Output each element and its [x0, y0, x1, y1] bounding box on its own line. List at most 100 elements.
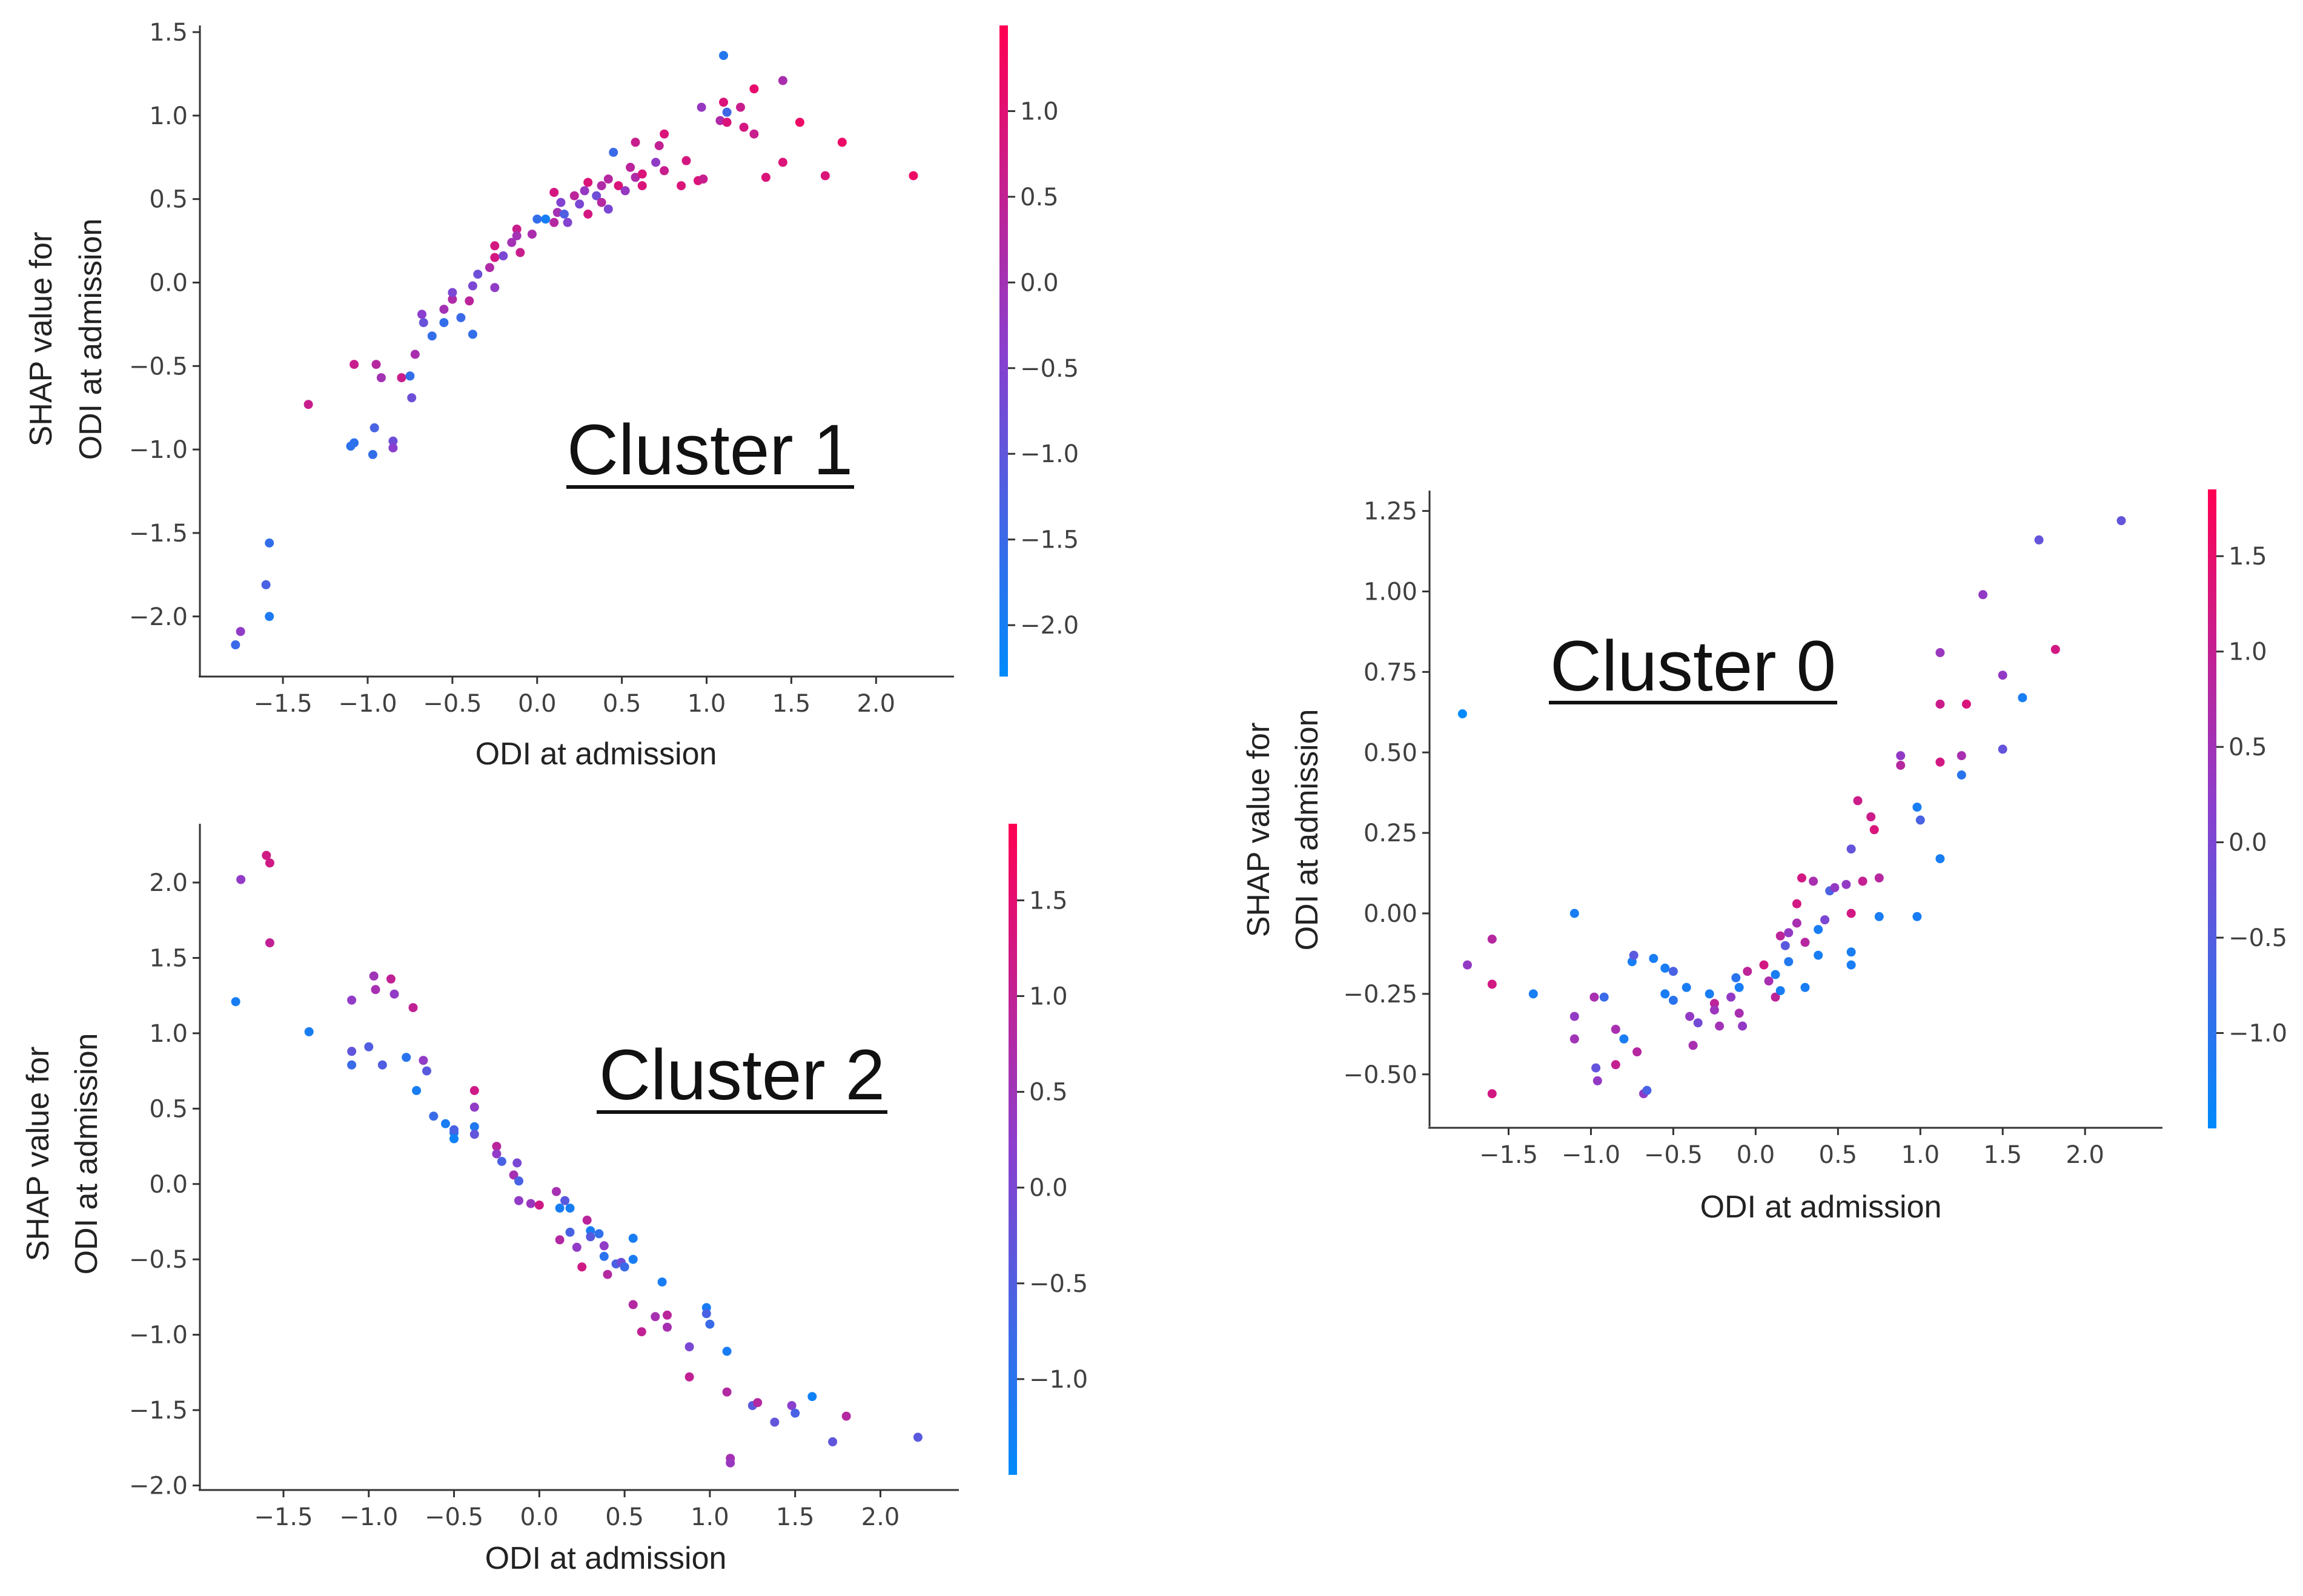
data-point	[1874, 912, 1884, 921]
colorbar-ticks: 1.5 1.0 0.5 0.0 −0.5 −1.0	[2216, 543, 2287, 1048]
colorbar-tick-label: 0.0	[1020, 269, 1059, 297]
data-point	[1771, 992, 1780, 1002]
colorbar-tick-label: 1.0	[1020, 98, 1059, 125]
data-point	[441, 1119, 450, 1128]
x-axis-label: ODI at admission	[485, 1541, 727, 1576]
data-point	[1569, 1012, 1579, 1021]
data-point	[368, 449, 377, 459]
data-point	[599, 1241, 609, 1251]
data-point	[1764, 976, 1774, 986]
colorbar-tick-label: −0.5	[2228, 924, 2287, 952]
x-tick-label: 1.0	[1901, 1141, 1940, 1169]
data-point	[1738, 1021, 1748, 1031]
data-point	[631, 137, 640, 147]
x-tick-label: −1.0	[338, 690, 397, 718]
x-tick-label: 1.0	[688, 690, 726, 718]
x-tick-label: 0.0	[518, 690, 557, 718]
data-point	[1693, 1018, 1703, 1028]
y-axis-label-line-2: ODI at admission	[69, 1033, 104, 1275]
data-point	[1957, 770, 1966, 780]
data-point	[419, 318, 428, 328]
data-point	[1935, 757, 1945, 767]
data-point	[594, 1229, 604, 1239]
data-point	[563, 217, 572, 227]
colorbar-tick-label: 0.0	[1029, 1174, 1068, 1202]
data-point	[657, 1277, 667, 1287]
data-point	[701, 1309, 711, 1319]
data-point	[371, 985, 380, 995]
colorbar	[999, 25, 1008, 677]
data-point	[262, 850, 271, 860]
data-point	[1611, 1024, 1620, 1034]
data-point	[412, 1086, 422, 1095]
colorbar-tick-label: −1.5	[1020, 526, 1079, 554]
x-tick-label: 2.0	[861, 1503, 900, 1531]
data-point	[1660, 989, 1670, 999]
data-point	[376, 373, 386, 383]
data-point	[1775, 931, 1785, 941]
data-point	[698, 174, 708, 184]
data-point	[468, 281, 477, 291]
data-point	[427, 331, 437, 341]
x-tick-label: −1.5	[254, 690, 313, 718]
data-point	[1912, 912, 1922, 921]
data-point	[697, 102, 706, 112]
data-point	[371, 360, 381, 369]
x-tick-label: 2.0	[857, 690, 895, 718]
data-point	[654, 141, 664, 150]
y-tick-label: −0.5	[129, 353, 188, 380]
data-point	[1792, 918, 1801, 928]
data-point	[350, 438, 359, 448]
data-point	[304, 1027, 314, 1036]
y-tick-label: 0.5	[149, 186, 188, 214]
colorbar-tick-label: 1.5	[1029, 887, 1068, 915]
colorbar-tick-label: 1.0	[1029, 983, 1068, 1011]
x-tick-label: −1.0	[339, 1503, 398, 1531]
data-point	[603, 1270, 612, 1279]
y-tick-label: −1.5	[129, 1397, 188, 1425]
data-point	[469, 1086, 479, 1095]
data-point	[388, 443, 398, 452]
data-point	[1935, 854, 1945, 864]
data-point	[388, 436, 398, 446]
y-tick-label: 2.0	[149, 869, 188, 897]
data-point	[364, 1042, 374, 1051]
data-point	[555, 1235, 565, 1245]
data-point	[1688, 1041, 1698, 1050]
points-layer	[231, 51, 918, 650]
y-axis-label-line-2: ODI at admission	[73, 219, 108, 460]
data-point	[1957, 751, 1966, 761]
data-point	[265, 538, 274, 548]
data-point	[1726, 992, 1736, 1002]
data-point	[761, 173, 770, 182]
chart-cluster-1: −1.5 −1.0 −0.5 0.0 0.5 1.0 1.5 2.0−2.0−1.5−1.0−…	[24, 19, 1079, 772]
data-point	[549, 188, 559, 197]
data-point	[469, 1102, 479, 1112]
y-tick-label: −1.5	[129, 520, 188, 548]
data-point	[586, 1232, 595, 1242]
data-point	[583, 177, 593, 187]
data-point	[580, 186, 589, 196]
data-point	[490, 253, 500, 262]
data-point	[552, 1187, 561, 1196]
data-point	[1830, 883, 1840, 892]
data-point	[2034, 535, 2044, 545]
y-tick-label: 0.50	[1364, 739, 1417, 767]
data-point	[512, 224, 522, 234]
data-point	[1896, 761, 1906, 770]
data-point	[663, 1310, 672, 1320]
chart-cluster-2: −1.5 −1.0 −0.5 0.0 0.5 1.0 1.5 2.0−2.0−1.5−1.0−…	[21, 824, 1088, 1576]
data-point	[1569, 909, 1579, 918]
x-tick-label: −1.0	[1562, 1141, 1620, 1169]
data-point	[569, 191, 579, 200]
data-point	[1896, 751, 1906, 761]
y-tick-label: 1.5	[149, 19, 188, 47]
x-axis-label: ODI at admission	[476, 737, 717, 772]
data-point	[456, 313, 466, 322]
x-tick-label: 0.0	[520, 1503, 559, 1531]
colorbar-tick-label: −0.5	[1029, 1270, 1088, 1298]
data-point	[527, 230, 537, 239]
data-point	[1809, 876, 1818, 886]
data-point	[449, 1125, 459, 1134]
data-point	[347, 1047, 357, 1056]
